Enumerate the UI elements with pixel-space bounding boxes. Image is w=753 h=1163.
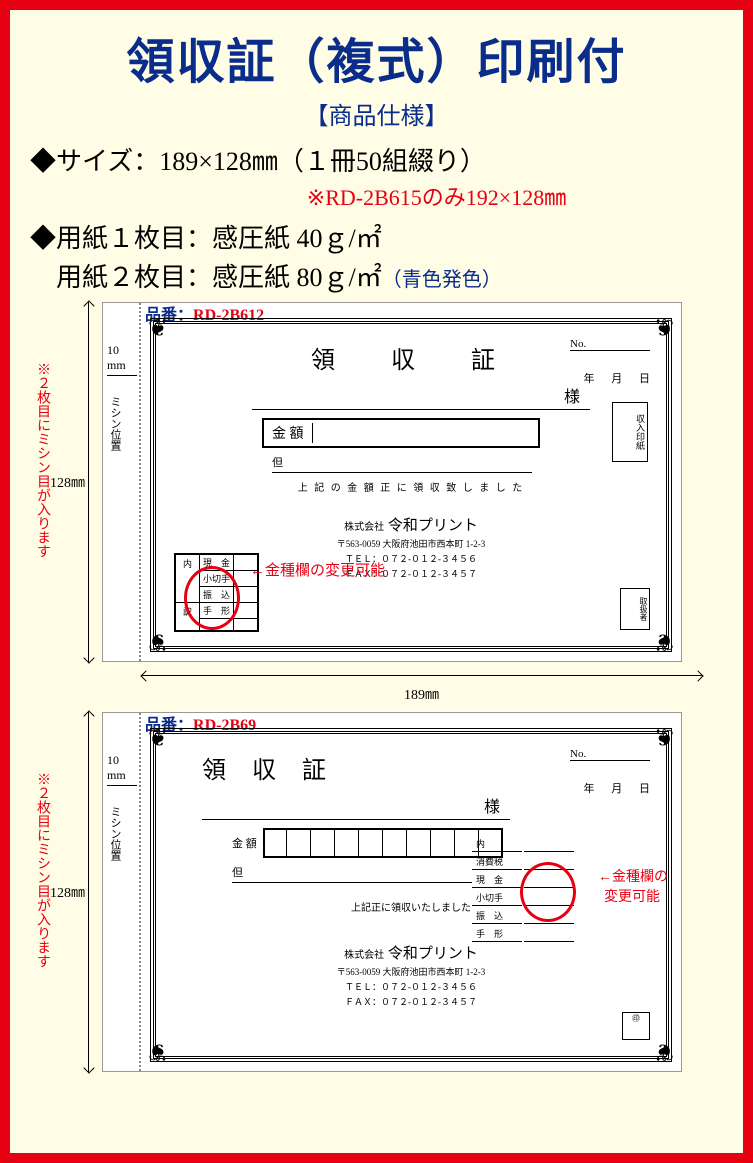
date-y-1: 年: [584, 373, 595, 385]
corner-deco-icon: ❦: [654, 627, 674, 656]
dim-h-line: [142, 675, 702, 676]
no-field-1: No.: [570, 338, 650, 351]
spec-paper2: 用紙２枚目：感圧紙 80ｇ/㎡（青色発色）: [30, 257, 723, 294]
in-r2: 現 金: [472, 872, 522, 888]
sama-line-1: 様: [252, 383, 590, 410]
spec-size: ◆サイズ：189×128㎜（１冊50組綴り）: [30, 141, 723, 178]
perf-label-area-1: 10 mm ミシン位置: [107, 343, 137, 451]
tadashi-2: 但: [232, 864, 472, 883]
receipt-block-2: ※２枚目にミシン目が入ります 128㎜ 品番：RD-2B69 10 mm ミシン…: [30, 712, 723, 1072]
spec-paper2-text: 用紙２枚目：感圧紙 80ｇ/㎡: [30, 263, 382, 292]
in-r3: 小切手: [472, 890, 522, 906]
date-m-1: 月: [611, 373, 622, 385]
corner-deco-icon: ❦: [654, 314, 674, 343]
date-line-2: 年 月 日: [570, 780, 651, 796]
amount-label-2: 金 額: [232, 835, 257, 851]
amount-cells-2: [263, 828, 503, 858]
confirm-text-2: 上記正に領収いたしました: [172, 899, 650, 914]
amount-box-1: 金 額: [262, 418, 540, 448]
sama-line-2: 様: [202, 793, 510, 820]
stamp-box-1: 収入印紙: [612, 402, 648, 462]
in-r4: 振 込: [472, 908, 522, 924]
tadashi-1: 但: [272, 454, 532, 473]
bd-r3: 振 込: [200, 587, 234, 603]
bd-r4: 手 形: [200, 603, 234, 619]
bd-left-1: 内: [176, 555, 200, 603]
perf-10mm-1: 10 mm: [107, 343, 137, 376]
perf-mishin-1: ミシン位置: [107, 396, 123, 451]
receipt-block-1: ※２枚目にミシン目が入ります 128㎜ 品番：RD-2B612 10 mm ミシ…: [30, 302, 723, 662]
inner-table-2: 内 消費税 現 金 小切手 振 込 手 形: [470, 834, 576, 944]
corner-deco-icon: ❦: [148, 314, 168, 343]
product-spec-panel: 領収証（複式）印刷付 【商品仕様】 ◆サイズ：189×128㎜（１冊50組綴り）…: [0, 0, 753, 1163]
perforation-2: [139, 713, 141, 1071]
in-r5: 手 形: [472, 926, 522, 942]
bd-r2: 小切手: [200, 571, 234, 587]
callout-text-1: ←金種欄の変更可能: [250, 559, 385, 580]
ornate-frame-2: ❦ ❦ ❦ ❦ No. 領 収 証 様 年 月 日 金 額: [153, 731, 669, 1059]
main-title: 領収証（複式）印刷付: [30, 22, 723, 92]
bd-left-2: 訳: [176, 603, 200, 631]
spec-red-note: ※RD-2B615のみ192×128㎜: [150, 180, 723, 212]
corner-deco-icon: ❦: [148, 724, 168, 753]
company-name-2: 株式会社 令和プリント: [172, 942, 650, 963]
perf-10mm-2: 10 mm: [107, 753, 137, 786]
callout-text-2b: 変更可能: [604, 886, 660, 906]
sub-title: 【商品仕様】: [30, 96, 723, 131]
company-tel-2: ＴＥＬ：０７２-０１２-３４５６: [172, 980, 650, 993]
breakdown-1: 内現 金 小切手 振 込 訳手 形: [174, 553, 259, 632]
company-addr-2: 〒563-0059 大阪府池田市西本町 1-2-3: [172, 965, 650, 978]
date-d-2: 日: [639, 783, 650, 795]
corner-deco-icon: ❦: [148, 627, 168, 656]
date-d-1: 日: [639, 373, 650, 385]
seal-box-2: ㊞: [622, 1012, 650, 1040]
receipt-box-2: 品番：RD-2B69 10 mm ミシン位置 ❦ ❦ ❦ ❦ No. 領 収 証…: [102, 712, 682, 1072]
receipt-box-1: 品番：RD-2B612 10 mm ミシン位置 ❦ ❦ ❦ ❦ No. 領 収 …: [102, 302, 682, 662]
company-2: 株式会社 令和プリント 〒563-0059 大阪府池田市西本町 1-2-3 ＴＥ…: [172, 942, 650, 1008]
spec-blue-note: （青色発色）: [382, 269, 502, 291]
dim-arrow-v-1: [88, 302, 89, 662]
dim-128-label-2: 128㎜: [50, 882, 85, 902]
dim-128-label-1: 128㎜: [50, 472, 85, 492]
spec-paper1: ◆用紙１枚目：感圧紙 40ｇ/㎡: [30, 218, 723, 255]
dim-col-1: 128㎜: [52, 302, 94, 662]
corner-deco-icon: ❦: [654, 724, 674, 753]
confirm-text-1: 上 記 の 金 額 正 に 領 収 致 し ま し た: [172, 479, 650, 494]
perf-mishin-2: ミシン位置: [107, 806, 123, 861]
dim-189: 189㎜: [120, 668, 723, 704]
company-fax-2: ＦＡＸ：０７２-０１２-３４５７: [172, 995, 650, 1008]
company-addr-1: 〒563-0059 大阪府池田市西本町 1-2-3: [172, 537, 650, 550]
date-y-2: 年: [584, 783, 595, 795]
no-field-2: No.: [570, 748, 650, 761]
side-note-1: ※２枚目にミシン目が入ります: [30, 302, 52, 558]
corner-deco-icon: ❦: [654, 1037, 674, 1066]
side-note-2: ※２枚目にミシン目が入ります: [30, 712, 52, 968]
date-line-1: 年 月 日: [570, 370, 651, 386]
dim-arrow-v-2: [88, 712, 89, 1072]
perforation-1: [139, 303, 141, 661]
in-r0: 内: [472, 836, 522, 852]
handler-box-1: 取扱者: [620, 588, 650, 630]
date-m-2: 月: [611, 783, 622, 795]
ornate-frame-1: ❦ ❦ ❦ ❦ No. 領 収 証 様 年 月 日 金 額 収入印紙: [153, 321, 669, 649]
amount-label-1: 金 額: [264, 423, 313, 443]
company-name-1: 株式会社 令和プリント: [172, 514, 650, 535]
corner-deco-icon: ❦: [148, 1037, 168, 1066]
callout-text-2a: ←金種欄の: [598, 866, 668, 886]
bd-r1: 現 金: [200, 555, 234, 571]
dim-col-2: 128㎜: [52, 712, 94, 1072]
dim-189-label: 189㎜: [404, 688, 439, 703]
perf-label-area-2: 10 mm ミシン位置: [107, 753, 137, 861]
in-r1: 消費税: [472, 854, 522, 870]
